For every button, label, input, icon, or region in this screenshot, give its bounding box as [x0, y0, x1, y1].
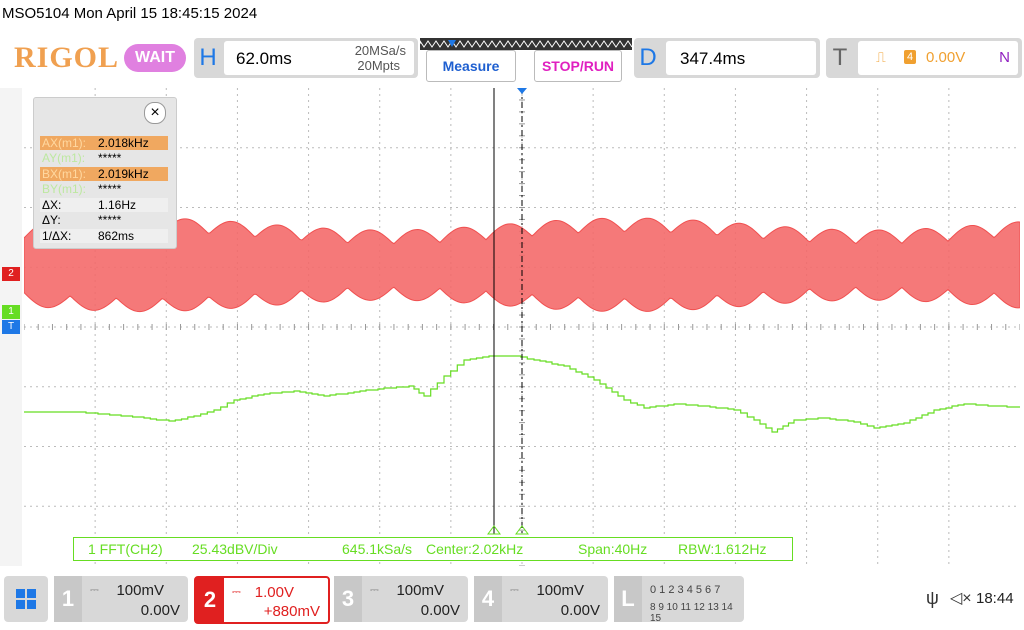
- fft-channel: 1 FFT(CH2): [88, 541, 163, 557]
- dc-coupling-icon: ⎓: [232, 586, 241, 598]
- measure-button[interactable]: Measure: [426, 50, 516, 82]
- channel-1-offset: 0.00V: [140, 602, 180, 619]
- fft-sample-rate: 645.1kSa/s: [342, 541, 413, 557]
- trigger-position-marker: [517, 88, 527, 94]
- channel-1-number: 1: [54, 576, 82, 622]
- delay-value: 347.4ms: [680, 49, 746, 68]
- horizontal-label: H: [199, 44, 217, 71]
- fft-span: Span:40Hz: [578, 541, 648, 557]
- usb-icon: ψ: [926, 588, 939, 608]
- fft-center: Center:2.02kHz: [426, 541, 524, 557]
- waveform-display[interactable]: [24, 88, 1020, 566]
- dc-coupling-icon: ⎓: [510, 584, 519, 596]
- sample-rate-value: 20MSa/s: [354, 43, 406, 58]
- cursor-a-marker: [487, 525, 501, 535]
- memory-depth-value: 20Mpts: [357, 58, 400, 73]
- channel-4-number: 4: [474, 576, 502, 622]
- rising-edge-icon: ⎍: [876, 49, 886, 65]
- app-menu-button[interactable]: [4, 576, 48, 622]
- fft-trace: [24, 355, 1020, 433]
- channel-3-scale: 100mV: [396, 582, 444, 599]
- grid-menu-icon: [16, 589, 36, 609]
- ch2-offset-marker[interactable]: 2: [2, 267, 20, 281]
- channel-1-box[interactable]: 1 ⎓ 100mV 0.00V: [54, 576, 188, 622]
- logic-letter: L: [614, 576, 642, 622]
- cursor-b-marker: [515, 525, 529, 535]
- fft-rbw: RBW:1.612Hz: [678, 541, 767, 557]
- dc-coupling-icon: ⎓: [370, 584, 379, 596]
- cursor-dx-row: ΔX: 1.16Hz: [40, 198, 168, 212]
- fft-scale: 25.43dBV/Div: [192, 541, 278, 557]
- cursor-bx-row: BX(m1): 2.019kHz: [40, 167, 168, 181]
- horizontal-settings: 62.0ms 20MSa/s 20Mpts: [224, 41, 414, 75]
- timebase-value: 62.0ms: [236, 49, 292, 68]
- channel-2-number: 2: [196, 578, 224, 622]
- channel-1-scale: 100mV: [116, 582, 164, 599]
- speaker-muted-icon[interactable]: ◁×: [950, 590, 972, 607]
- fft-info-bar[interactable]: 1 FFT(CH2) 25.43dBV/Div 645.1kSa/s Cente…: [73, 537, 793, 561]
- trigger-panel[interactable]: T ⎍ 4 0.00V N: [826, 38, 1022, 78]
- rigol-logo: RIGOL: [14, 41, 120, 74]
- channel-2-box[interactable]: 2 ⎓ 1.00V +880mV: [194, 576, 330, 624]
- channel-2-offset: +880mV: [263, 603, 320, 620]
- overview-position-marker: [448, 40, 456, 47]
- cursor-panel: × AX(m1): 2.018kHz AY(m1): ***** BX(m1):…: [33, 97, 177, 249]
- horizontal-panel[interactable]: H 62.0ms 20MSa/s 20Mpts: [194, 38, 418, 78]
- channel-2-scale: 1.00V: [254, 584, 294, 601]
- stop-run-button[interactable]: STOP/RUN: [534, 50, 622, 82]
- channel-3-number: 3: [334, 576, 362, 622]
- channel-4-box[interactable]: 4 ⎓ 100mV 0.00V: [474, 576, 608, 622]
- trigger-mode: N: [999, 49, 1010, 66]
- scope-title: MSO5104 Mon April 15 18:45:15 2024: [2, 5, 258, 22]
- ch2-waveform: [24, 217, 1020, 313]
- trigger-source-badge: 4: [904, 50, 916, 64]
- waveform-overview: [420, 38, 632, 50]
- close-icon[interactable]: ×: [144, 102, 166, 124]
- clock: 18:44: [976, 590, 1014, 607]
- channel-3-offset: 0.00V: [420, 602, 460, 619]
- logic-row-2: 8 9 10 11 12 13 14 15: [650, 602, 733, 624]
- channel-bar: 1 ⎓ 100mV 0.00V 2 ⎓ 1.00V +880mV 3 ⎓ 100…: [0, 572, 1024, 630]
- cursor-by-row: BY(m1): *****: [42, 182, 122, 196]
- cursor-ay-row: AY(m1): *****: [42, 151, 122, 165]
- delay-panel[interactable]: D 347.4ms: [634, 38, 820, 78]
- trigger-box: ⎍ 4 0.00V N: [858, 41, 1018, 75]
- channel-3-box[interactable]: 3 ⎓ 100mV 0.00V: [334, 576, 468, 622]
- logic-row-1: 0 1 2 3 4 5 6 7: [650, 584, 721, 596]
- channel-4-offset: 0.00V: [560, 602, 600, 619]
- delay-label: D: [639, 44, 657, 71]
- dc-coupling-icon: ⎓: [90, 584, 99, 596]
- run-status-badge[interactable]: WAIT: [124, 44, 186, 72]
- cursor-ax-row: AX(m1): 2.018kHz: [40, 136, 168, 150]
- cursor-inv-dx-row: 1/ΔX: 862ms: [40, 229, 168, 243]
- logic-box[interactable]: L 0 1 2 3 4 5 6 7 8 9 10 11 12 13 14 15: [614, 576, 744, 624]
- cursor-dy-row: ΔY: *****: [42, 213, 122, 227]
- trigger-level: 0.00V: [926, 49, 966, 66]
- delay-box: 347.4ms: [666, 41, 816, 75]
- ch1-offset-marker[interactable]: 1: [2, 305, 20, 319]
- trigger-label: T: [832, 44, 848, 71]
- trigger-level-marker[interactable]: T: [2, 320, 20, 334]
- channel-4-scale: 100mV: [536, 582, 584, 599]
